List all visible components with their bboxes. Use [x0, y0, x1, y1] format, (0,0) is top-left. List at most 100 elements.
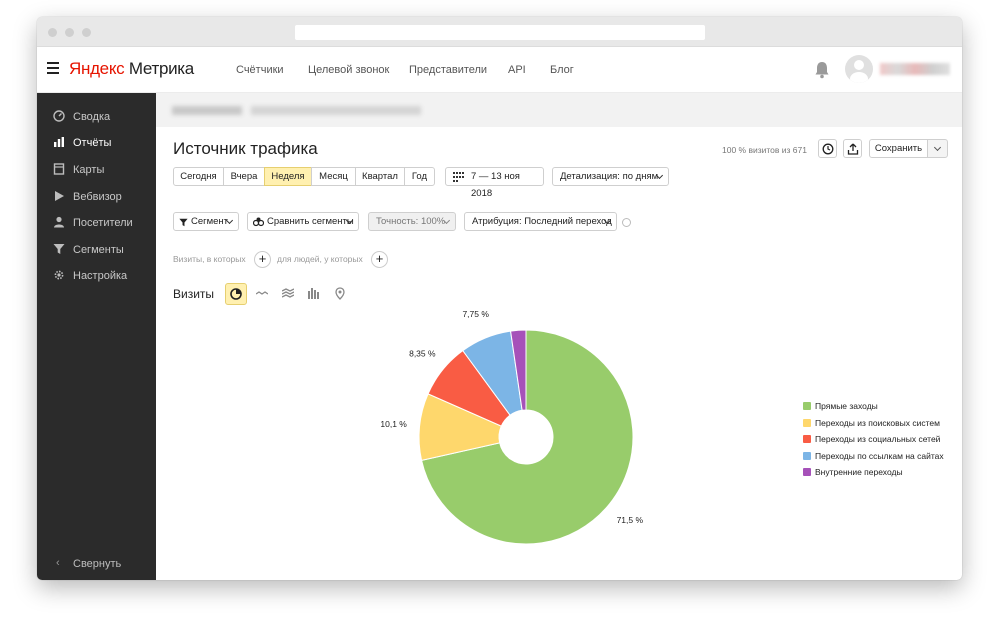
pie-chart-icon	[230, 288, 242, 300]
period-year[interactable]: Год	[404, 167, 435, 186]
people-filter-label: для людей, у которых	[277, 254, 363, 264]
sidebar-item-summary[interactable]: Сводка	[37, 104, 156, 130]
sidebar-item-label: Вебвизор	[73, 191, 122, 203]
avatar[interactable]	[845, 55, 873, 83]
legend-label: Прямые заходы	[815, 401, 878, 411]
map-icon	[53, 163, 65, 175]
browser-window: Яндекс Метрика Счётчики Целевой звонок П…	[37, 17, 962, 580]
date-range-label: 7 — 13 ноя 2018	[471, 171, 520, 199]
segment-dropdown[interactable]: Сегмент	[173, 212, 239, 231]
traffic-source-chart: 71,5 % 10,1 % 8,35 % 7,75 % Прямые заходы Пе…	[156, 309, 962, 580]
sidebar-item-segments[interactable]: Сегменты	[37, 237, 156, 263]
play-icon	[55, 191, 64, 201]
sidebar-item-label: Сегменты	[73, 244, 124, 256]
nav-blog[interactable]: Блог	[550, 64, 574, 76]
add-visit-condition-button[interactable]: +	[254, 251, 271, 268]
period-today[interactable]: Сегодня	[173, 167, 224, 186]
detail-dropdown[interactable]: Детализация: по дням	[552, 167, 669, 186]
chevron-down-icon	[933, 143, 942, 152]
legend-checkbox[interactable]	[803, 418, 811, 427]
map-pin-icon	[335, 287, 345, 300]
calendar-icon	[453, 172, 464, 182]
logo[interactable]: Яндекс Метрика	[69, 59, 194, 79]
period-quarter[interactable]: Квартал	[355, 167, 405, 186]
accuracy-dropdown[interactable]: Точность: 100%	[368, 212, 456, 231]
collapse-label: Свернуть	[73, 558, 122, 570]
attribution-label: Атрибуция: Последний переход	[472, 216, 612, 227]
line-view-button[interactable]	[251, 283, 273, 305]
browser-chrome	[37, 17, 962, 47]
date-range-picker[interactable]: 7 — 13 ноя 2018	[445, 167, 544, 199]
pie-slice[interactable]	[510, 329, 527, 411]
legend-label: Внутренние переходы	[815, 467, 903, 477]
legend-checkbox[interactable]	[803, 468, 811, 476]
gear-icon	[54, 270, 64, 280]
upload-icon	[847, 143, 859, 155]
legend-checkbox[interactable]	[803, 451, 811, 460]
visits-info: 100 % визитов из 671	[722, 145, 807, 155]
compare-segments-dropdown[interactable]: Сравнить сегменты	[247, 212, 359, 231]
pie-view-button[interactable]	[225, 283, 247, 305]
menu-icon[interactable]	[47, 62, 59, 74]
nav-api[interactable]: API	[508, 64, 526, 76]
pie-chart: 71,5 % 10,1 % 8,35 % 7,75 %	[380, 309, 644, 545]
add-people-condition-button[interactable]: +	[371, 251, 388, 268]
nav-target-call[interactable]: Целевой звонок	[308, 64, 390, 76]
slice-data-label: 71,5 %	[617, 515, 644, 525]
gauge-icon	[53, 110, 65, 122]
accuracy-label: Точность: 100%	[376, 216, 446, 227]
sidebar-item-maps[interactable]: Карты	[37, 157, 156, 183]
sidebar-collapse[interactable]: ‹ Свернуть	[37, 553, 156, 575]
filter-icon	[179, 218, 188, 227]
user-icon	[54, 216, 64, 228]
visits-filter-label: Визиты, в которых	[173, 254, 246, 264]
slice-data-label: 7,75 %	[462, 309, 489, 319]
sidebar-item-webvisor[interactable]: Вебвизор	[37, 184, 156, 210]
logo-product: Метрика	[128, 59, 194, 78]
info-icon[interactable]	[622, 218, 631, 227]
line-chart-icon	[256, 291, 268, 295]
nav-counters[interactable]: Счётчики	[236, 64, 284, 76]
page-title: Источник трафика	[173, 139, 318, 158]
filter-icon	[53, 244, 65, 254]
window-close-dot[interactable]	[48, 28, 57, 37]
window-maximize-dot[interactable]	[82, 28, 91, 37]
map-view-button[interactable]	[329, 283, 351, 305]
pie-slice[interactable]	[420, 329, 634, 545]
compare-icon	[253, 217, 264, 227]
bar-view-button[interactable]	[303, 283, 325, 305]
bar-chart-icon	[54, 137, 64, 147]
export-button[interactable]	[843, 139, 862, 158]
logo-brand: Яндекс	[69, 59, 125, 78]
counter-url-redacted	[251, 106, 421, 115]
period-week[interactable]: Неделя	[264, 167, 312, 186]
area-view-button[interactable]	[277, 283, 299, 305]
attribution-dropdown[interactable]: Атрибуция: Последний переход	[464, 212, 617, 231]
legend-checkbox[interactable]	[803, 402, 811, 410]
sidebar-item-settings[interactable]: Настройка	[37, 263, 156, 289]
save-button[interactable]: Сохранить	[869, 139, 928, 158]
sidebar-item-reports[interactable]: Отчёты	[37, 130, 156, 156]
address-bar[interactable]	[295, 25, 705, 40]
nav-representatives[interactable]: Представители	[409, 64, 488, 76]
sidebar-item-label: Настройка	[73, 270, 128, 282]
compare-label: Сравнить сегменты	[267, 216, 354, 227]
sidebar-item-label: Отчёты	[73, 137, 112, 149]
slice-data-label: 10,1 %	[380, 419, 407, 429]
report-panel: Источник трафика 100 % визитов из 671 Со…	[156, 127, 962, 580]
legend-label: Переходы по ссылкам на сайтах	[815, 450, 944, 461]
window-minimize-dot[interactable]	[65, 28, 74, 37]
top-bar: Яндекс Метрика Счётчики Целевой звонок П…	[37, 48, 962, 93]
period-yesterday[interactable]: Вчера	[223, 167, 265, 186]
legend-checkbox[interactable]	[803, 435, 811, 443]
username-redacted[interactable]	[880, 63, 950, 75]
sidebar-item-label: Карты	[73, 164, 105, 176]
sidebar-item-visitors[interactable]: Посетители	[37, 210, 156, 236]
bell-icon[interactable]	[814, 61, 830, 79]
history-button[interactable]	[818, 139, 837, 158]
legend-label: Переходы из социальных сетей	[815, 434, 941, 444]
period-month[interactable]: Месяц	[311, 167, 356, 186]
column-chart-icon	[308, 288, 319, 299]
slice-data-label: 8,35 %	[409, 349, 436, 359]
save-dropdown-button[interactable]	[927, 139, 948, 158]
